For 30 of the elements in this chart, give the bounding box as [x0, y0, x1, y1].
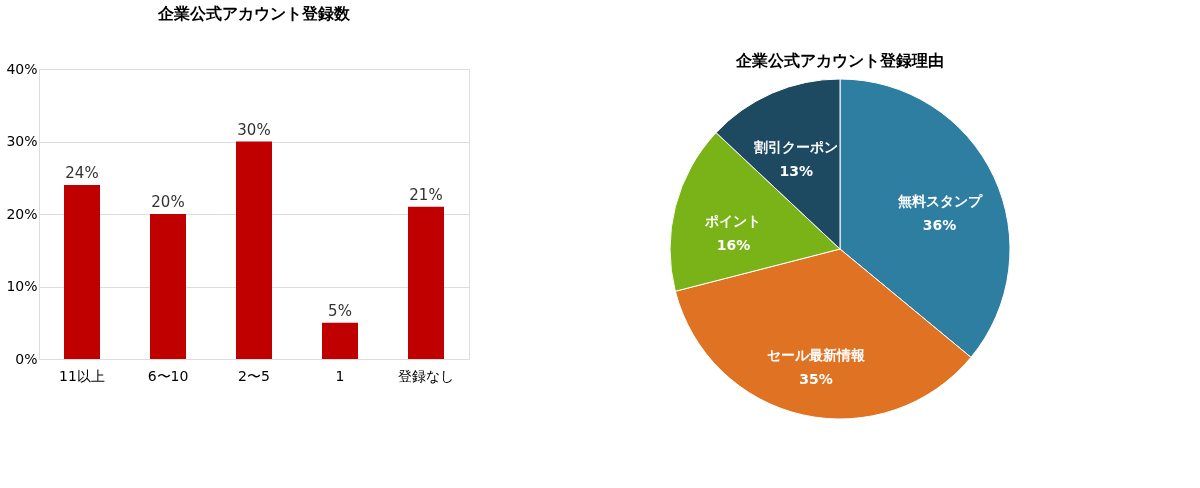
data-label: 20% [151, 193, 185, 211]
x-tick-label: 11以上 [59, 367, 105, 384]
data-label: 36% [922, 217, 957, 234]
y-tick-label: 10% [6, 278, 38, 294]
slice-label: 無料スタンプ [896, 193, 983, 210]
y-tick-label: 0% [15, 350, 38, 367]
data-label: 24% [65, 164, 99, 182]
data-label: 16% [716, 236, 751, 253]
x-tick-label: 1 [335, 367, 345, 384]
y-tick-label: 20% [6, 205, 38, 222]
data-label: 13% [779, 163, 814, 180]
x-tick-label: 登録なし [398, 367, 454, 384]
chart-title: 企業公式アカウント登録理由 [735, 51, 944, 70]
bar [236, 141, 272, 359]
bar [408, 206, 444, 359]
y-tick-label: 40% [6, 60, 38, 77]
slice-label: セール最新情報 [767, 347, 866, 364]
x-tick-label: 2〜5 [238, 367, 270, 384]
bar [322, 322, 358, 359]
data-label: 30% [237, 120, 271, 139]
data-label: 35% [799, 371, 833, 388]
data-label: 21% [409, 185, 443, 204]
chart-title: 企業公式アカウント登録数 [157, 4, 351, 23]
y-tick-label: 30% [6, 133, 38, 149]
slice-label: 割引クーポン [753, 139, 839, 156]
data-label: 5% [328, 301, 352, 320]
bar [150, 214, 186, 359]
x-tick-label: 6〜10 [147, 367, 189, 384]
bar [64, 185, 100, 359]
slice-label: ポイント [704, 212, 762, 229]
